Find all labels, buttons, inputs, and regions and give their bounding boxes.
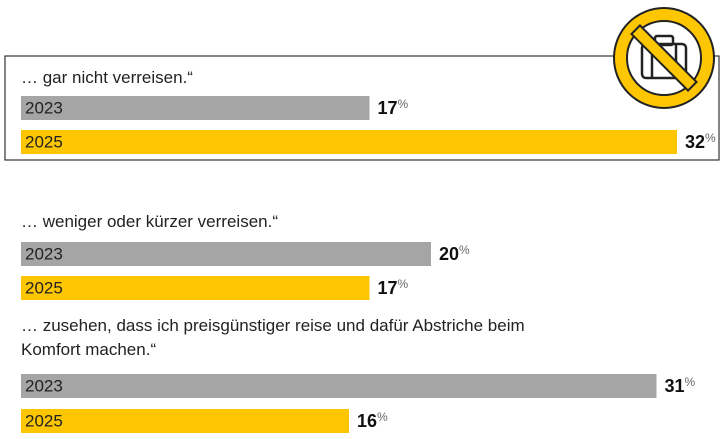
series-label: 2023 xyxy=(25,376,63,395)
value-label: 17% xyxy=(378,277,409,298)
bar xyxy=(21,130,677,154)
value-unit: % xyxy=(377,410,388,424)
bar xyxy=(21,276,370,300)
value-number: 32 xyxy=(685,132,705,152)
value-number: 20 xyxy=(439,244,459,264)
value-number: 31 xyxy=(665,376,685,396)
bar xyxy=(21,242,431,266)
value-unit: % xyxy=(459,243,470,257)
value-label: 17% xyxy=(378,97,409,118)
series-label: 2025 xyxy=(25,411,63,430)
value-number: 17 xyxy=(378,98,398,118)
category-label: … gar nicht verreisen.“ xyxy=(21,68,193,87)
series-label: 2023 xyxy=(25,244,63,263)
bar xyxy=(21,96,370,120)
value-unit: % xyxy=(398,97,409,111)
value-label: 32% xyxy=(685,131,716,152)
bar xyxy=(21,374,657,398)
series-label: 2025 xyxy=(25,278,63,297)
bar xyxy=(21,409,349,433)
series-label: 2023 xyxy=(25,98,63,117)
value-label: 20% xyxy=(439,243,470,264)
value-label: 16% xyxy=(357,410,388,431)
value-number: 17 xyxy=(378,278,398,298)
value-unit: % xyxy=(685,375,696,389)
value-number: 16 xyxy=(357,411,377,431)
value-unit: % xyxy=(398,277,409,291)
category-label: … zusehen, dass ich preisgünstiger reise… xyxy=(21,316,525,359)
series-label: 2025 xyxy=(25,132,63,151)
highlight-box xyxy=(4,55,720,161)
value-unit: % xyxy=(705,131,716,145)
value-label: 31% xyxy=(665,375,696,396)
category-label: … weniger oder kürzer verreisen.“ xyxy=(21,212,278,231)
